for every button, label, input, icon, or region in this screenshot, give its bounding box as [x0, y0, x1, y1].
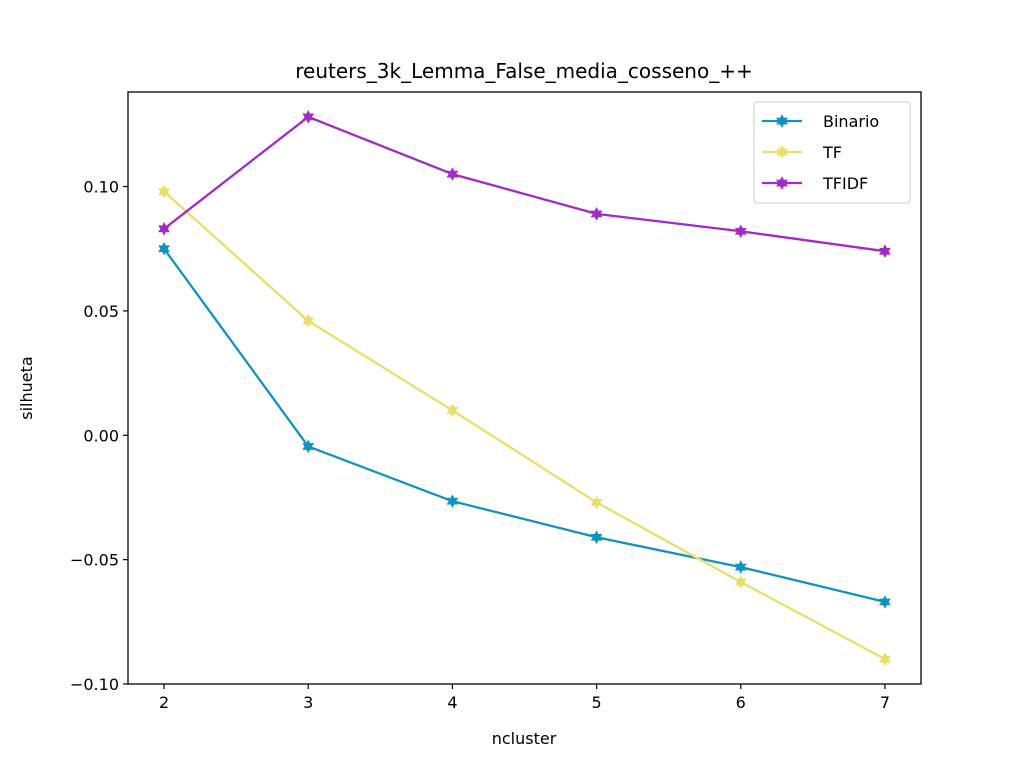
data-point	[446, 167, 459, 181]
y-axis-ticks: −0.10 −0.05 0.00 0.05 0.10	[70, 178, 128, 694]
data-point	[302, 313, 315, 328]
y-tick-label: 0.00	[83, 426, 119, 445]
data-point	[158, 184, 170, 199]
data-point	[879, 595, 891, 609]
data-point	[734, 224, 747, 239]
data-point	[734, 575, 747, 589]
series-binario	[158, 241, 891, 609]
y-tick-label: −0.05	[70, 551, 119, 570]
legend-box	[753, 101, 911, 204]
data-point	[158, 221, 170, 236]
x-tick-label: 7	[880, 693, 890, 712]
y-tick-label: −0.10	[70, 675, 119, 694]
data-point	[158, 241, 170, 256]
data-point	[446, 494, 459, 509]
data-point	[302, 110, 315, 124]
chart-title: reuters_3k_Lemma_False_media_cosseno_++	[295, 59, 752, 83]
legend-item-tfidf: TFIDF	[762, 174, 868, 193]
legend-marker	[776, 114, 788, 128]
x-axis-title: ncluster	[492, 729, 557, 748]
x-tick-label: 5	[591, 693, 601, 712]
data-point	[446, 403, 459, 418]
x-tick-label: 2	[159, 693, 169, 712]
series-tfidf	[158, 110, 891, 259]
x-tick-label: 4	[447, 693, 457, 712]
data-point	[302, 439, 315, 454]
x-tick-label: 3	[303, 693, 313, 712]
x-axis-ticks: 2 3 4 5 6 7	[159, 684, 890, 712]
legend-item-binario: Binario	[762, 112, 879, 131]
legend-marker	[776, 176, 788, 190]
x-tick-label: 6	[736, 693, 746, 712]
legend-label: Binario	[823, 112, 879, 131]
y-axis-title: silhueta	[17, 356, 36, 419]
data-point	[879, 244, 891, 259]
series-tf	[158, 184, 891, 666]
data-point	[879, 652, 891, 666]
y-tick-label: 0.10	[83, 178, 119, 197]
legend: Binario TF TFIDF	[753, 101, 911, 204]
series-line	[163, 190, 886, 661]
data-point	[590, 207, 603, 221]
data-point	[590, 495, 603, 510]
data-point	[734, 560, 747, 574]
data-point	[590, 530, 603, 545]
series-line	[163, 248, 886, 604]
series-line	[163, 115, 886, 253]
legend-marker	[776, 145, 788, 159]
legend-label: TFIDF	[822, 174, 868, 193]
y-tick-label: 0.05	[83, 302, 119, 321]
legend-item-tf: TF	[762, 143, 842, 162]
series-layer	[158, 110, 891, 666]
legend-label: TF	[822, 143, 842, 162]
